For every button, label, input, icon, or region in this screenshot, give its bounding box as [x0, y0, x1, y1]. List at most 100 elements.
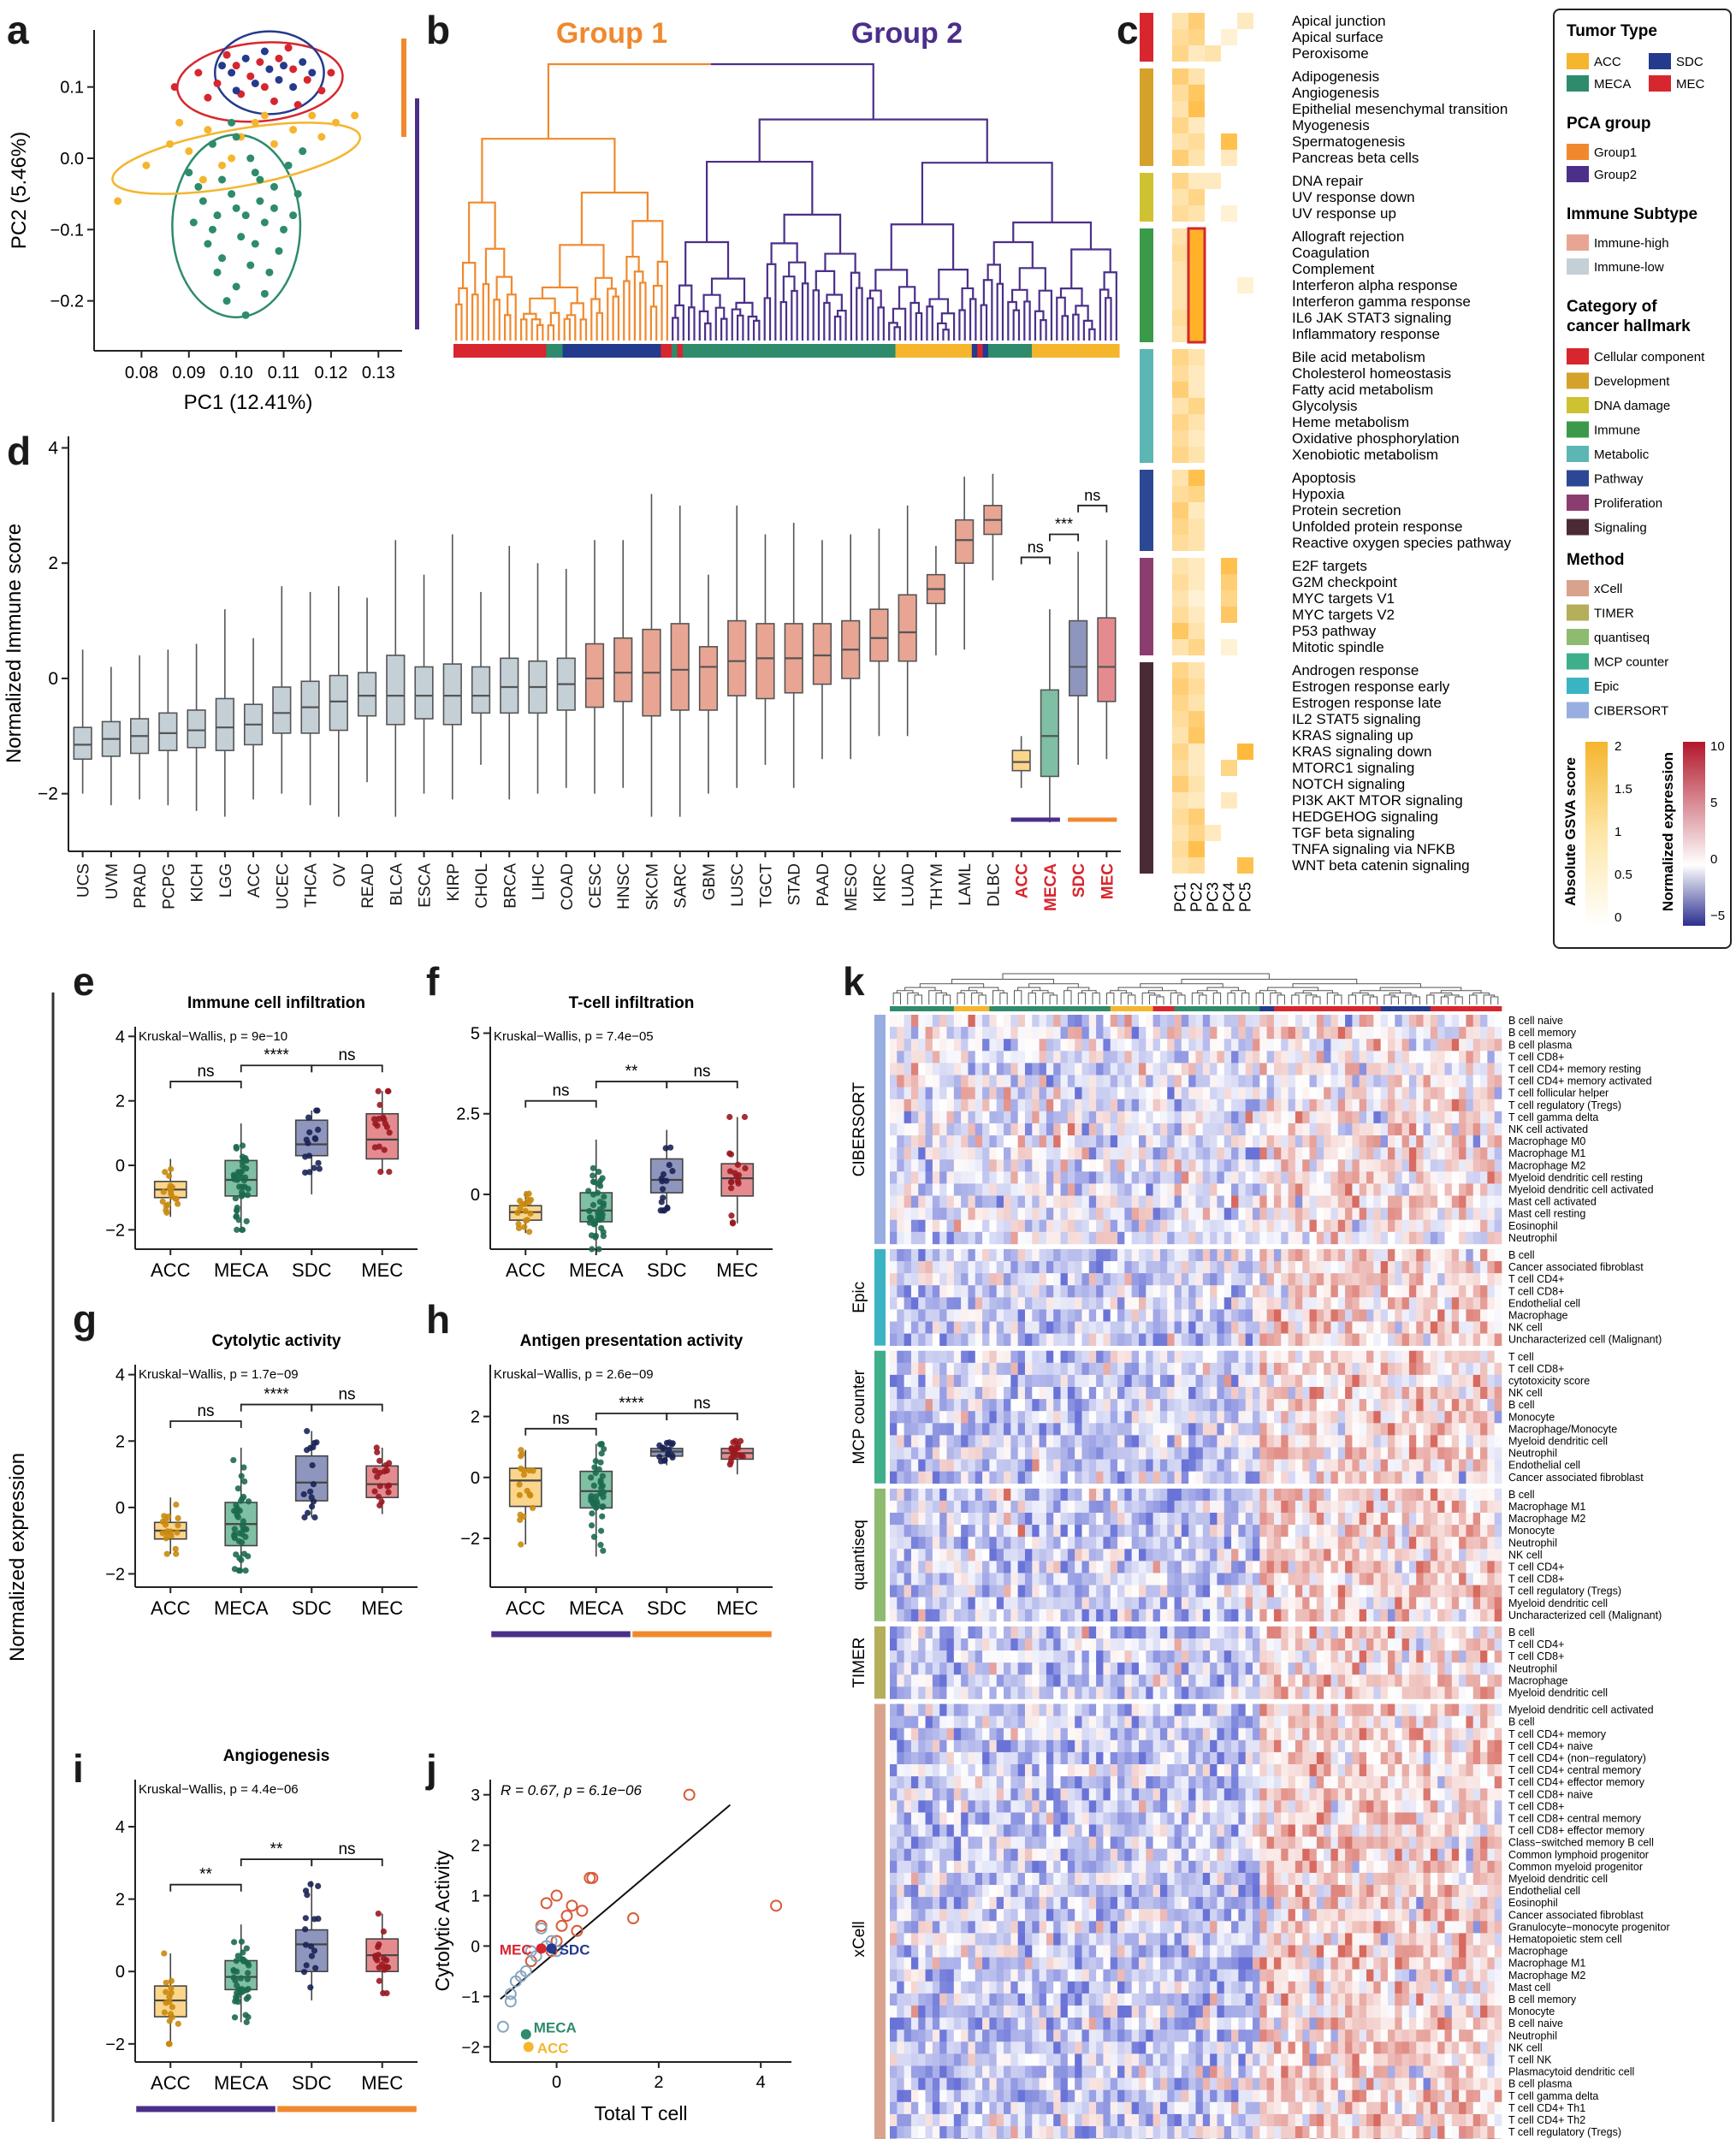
heat-cell	[989, 1111, 998, 1124]
heat-cell	[975, 1183, 983, 1196]
heat-cell	[1138, 1123, 1146, 1136]
heat-cell	[1359, 1248, 1367, 1262]
heat-cell	[1152, 1333, 1161, 1346]
heat-cell	[890, 1027, 898, 1040]
heat-cell	[1466, 1075, 1474, 1087]
kruskal-annotation: Kruskal−Wallis, p = 4.4e−06	[139, 1782, 299, 1797]
heat-cell	[1430, 1423, 1438, 1436]
heat-cell	[1373, 1374, 1381, 1388]
heat-cell	[1032, 1075, 1040, 1087]
y-tick-label: 0	[116, 1963, 125, 1982]
heat-cell	[982, 1075, 990, 1087]
column-annotation-cell	[1380, 1006, 1389, 1011]
heat-cell	[1167, 1111, 1175, 1124]
heat-cell	[1401, 1285, 1410, 1298]
heat-cell	[904, 1248, 912, 1262]
heat-cell	[1238, 1015, 1246, 1028]
heat-cell	[1210, 1039, 1218, 1052]
heat-cell	[968, 1333, 976, 1346]
dendrogram-branch	[503, 314, 512, 341]
heat-cell	[1437, 1027, 1445, 1040]
heat-cell	[1238, 1183, 1246, 1196]
heat-cell	[1017, 1231, 1026, 1245]
heat-cell	[961, 1231, 969, 1245]
heat-cell	[1205, 245, 1221, 261]
data-point	[241, 1174, 249, 1181]
point-mec	[303, 75, 311, 84]
heat-cell	[1373, 1207, 1381, 1220]
dendrogram-root-right	[710, 62, 874, 120]
heat-cell	[1387, 1362, 1395, 1376]
heat-cell	[946, 1051, 955, 1064]
point-meca	[280, 225, 288, 234]
column-dendrogram-branch	[1369, 996, 1378, 1004]
column-annotation-cell	[1266, 1006, 1275, 1011]
data-point	[373, 1444, 380, 1451]
heat-cell	[1159, 1171, 1168, 1184]
x-tick-label: SARC	[672, 863, 690, 909]
dendrogram-branch	[1018, 267, 1046, 291]
heat-cell	[1480, 1411, 1488, 1424]
heat-cell	[1316, 1147, 1324, 1160]
point-meca	[246, 261, 255, 270]
heat-cell	[1302, 1411, 1310, 1424]
heat-cell	[1067, 1333, 1075, 1346]
heat-cell	[1401, 1135, 1410, 1148]
heat-cell	[1210, 1350, 1218, 1364]
tumor-type-cell	[748, 344, 755, 358]
heat-cell	[1053, 1435, 1061, 1448]
heat-cell	[1324, 1159, 1331, 1172]
heat-cell	[1010, 1123, 1018, 1136]
heat-cell	[1309, 1147, 1318, 1160]
heat-cell	[1039, 1207, 1047, 1220]
dendrogram-branch	[850, 271, 861, 341]
column-dendrogram-branch	[942, 994, 951, 1004]
heat-cell	[1172, 558, 1188, 574]
data-point	[245, 1553, 252, 1560]
data-point	[592, 1232, 599, 1239]
heat-cell	[939, 1039, 947, 1052]
heat-cell	[1167, 1362, 1175, 1376]
heat-cell	[982, 1399, 990, 1412]
heat-cell	[1231, 1273, 1239, 1286]
heat-cell	[1337, 1135, 1346, 1148]
heat-cell	[961, 1273, 969, 1286]
heat-cell	[1188, 590, 1205, 607]
heat-cell	[1408, 1099, 1417, 1112]
heat-cell	[1039, 1051, 1047, 1064]
heat-cell	[1330, 1075, 1339, 1087]
heat-cell	[904, 1350, 912, 1364]
heat-cell	[1309, 1273, 1318, 1286]
heat-cell	[1075, 1261, 1082, 1274]
heat-cell	[1430, 1039, 1438, 1052]
cell-type-label: Endothelial cell	[1508, 1297, 1580, 1309]
heat-cell	[1480, 1297, 1488, 1310]
data-point	[243, 1218, 250, 1224]
heat-cell	[1472, 1411, 1481, 1424]
heat-cell	[1172, 857, 1188, 874]
heat-cell	[1053, 1387, 1061, 1400]
dendrogram-branch	[530, 318, 542, 341]
heat-cell	[1110, 1333, 1118, 1346]
dendrogram-branch	[791, 289, 798, 341]
heat-cell	[1459, 1075, 1466, 1087]
heat-cell	[1330, 1231, 1339, 1245]
heat-cell	[1060, 1387, 1069, 1400]
heat-cell	[897, 1063, 904, 1075]
column-dendrogram-branch	[1181, 978, 1358, 984]
data-point	[159, 1530, 166, 1537]
heat-cell	[982, 1447, 990, 1460]
heat-cell	[1096, 1321, 1104, 1334]
heat-cell	[1466, 1273, 1474, 1286]
heat-cell	[1010, 1399, 1018, 1412]
heat-cell	[1345, 1171, 1353, 1184]
heat-cell	[1324, 1374, 1331, 1388]
heat-cell	[1205, 623, 1221, 639]
column-annotation-cell	[1309, 1006, 1318, 1011]
heat-cell	[1237, 558, 1253, 574]
heat-cell	[1238, 1231, 1246, 1245]
heat-cell	[1366, 1171, 1374, 1184]
heat-cell	[1010, 1435, 1018, 1448]
heat-cell	[1459, 1051, 1466, 1064]
heat-cell	[1380, 1171, 1389, 1184]
